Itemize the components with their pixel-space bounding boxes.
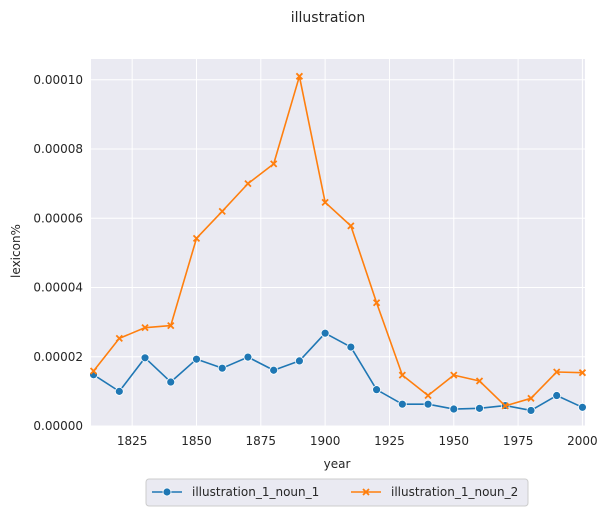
- data-point: [450, 371, 458, 379]
- data-point: [140, 353, 150, 363]
- series: [89, 72, 587, 415]
- data-point: [192, 354, 201, 364]
- data-point: [347, 222, 355, 230]
- legend-box: [145, 478, 529, 507]
- y-axis-ticks: 0.00000 0.00002 0.00004 0.00006 0.00008 0.000…: [33, 73, 83, 433]
- data-point: [114, 386, 124, 396]
- x-tick-label: 2000: [567, 434, 598, 448]
- x-tick-label: 1850: [181, 434, 212, 448]
- y-tick-label: 0.00010: [33, 73, 83, 87]
- data-point: [526, 406, 536, 415]
- chart-title: illustration: [291, 10, 365, 26]
- y-tick-label: 0.00000: [33, 419, 83, 433]
- plot-area: [91, 59, 585, 426]
- data-point: [244, 180, 252, 188]
- data-point: [321, 198, 329, 206]
- grid: [91, 59, 585, 427]
- data-point: [372, 385, 381, 395]
- legend-label: illustration_1_noun_2: [391, 485, 518, 499]
- data-point: [141, 324, 149, 332]
- y-tick-label: 0.00006: [33, 211, 83, 225]
- y-axis-label: lexicon%: [9, 224, 23, 278]
- data-point: [475, 377, 484, 385]
- x-tick-label: 1825: [117, 434, 148, 448]
- data-point: [166, 377, 176, 387]
- data-point: [424, 391, 432, 400]
- data-point: [346, 342, 356, 352]
- x-tick-label: 1925: [374, 434, 405, 448]
- data-point: [449, 404, 459, 414]
- data-point: [269, 365, 279, 375]
- x-tick-label: 1900: [310, 434, 341, 448]
- x-axis-ticks: 1825 1850 1875 1900 1925 1950 1975 2000: [117, 434, 598, 448]
- data-point: [295, 72, 304, 80]
- data-point: [217, 363, 227, 373]
- x-tick-label: 1975: [503, 434, 534, 448]
- data-point: [192, 234, 201, 242]
- data-point: [397, 399, 407, 409]
- data-point: [578, 369, 587, 377]
- data-point: [578, 402, 587, 412]
- data-point: [218, 207, 226, 215]
- data-point: [501, 402, 509, 410]
- y-tick-label: 0.00008: [33, 142, 83, 156]
- series-illustration_1_noun_1: [89, 328, 587, 415]
- data-point: [552, 391, 562, 400]
- data-point: [243, 352, 253, 362]
- x-tick-label: 1875: [246, 434, 277, 448]
- legend-marker: [362, 488, 370, 496]
- data-point: [295, 356, 304, 366]
- data-point: [89, 367, 98, 375]
- legend-marker: [162, 487, 172, 497]
- legend-label: illustration_1_noun_1: [192, 485, 319, 499]
- data-point: [115, 334, 123, 343]
- x-axis-label: year: [324, 457, 351, 471]
- x-tick-label: 1950: [439, 434, 470, 448]
- legend: illustration_1_noun_1 illustration_1_noun…: [145, 478, 529, 507]
- series-line: [92, 75, 583, 407]
- data-point: [475, 403, 484, 413]
- data-point: [553, 368, 561, 376]
- legend-item: illustration_1_noun_2: [351, 485, 518, 499]
- data-point: [270, 160, 278, 168]
- data-point: [527, 394, 535, 402]
- series-illustration_1_noun_2: [89, 72, 587, 410]
- data-point: [423, 399, 433, 409]
- plot-background: [91, 59, 585, 426]
- y-tick-label: 0.00004: [33, 281, 83, 295]
- data-point: [372, 299, 381, 307]
- legend-item: illustration_1_noun_1: [152, 485, 319, 499]
- y-tick-label: 0.00002: [33, 350, 83, 364]
- data-point: [167, 321, 175, 330]
- data-point: [398, 371, 406, 379]
- data-point: [320, 328, 330, 338]
